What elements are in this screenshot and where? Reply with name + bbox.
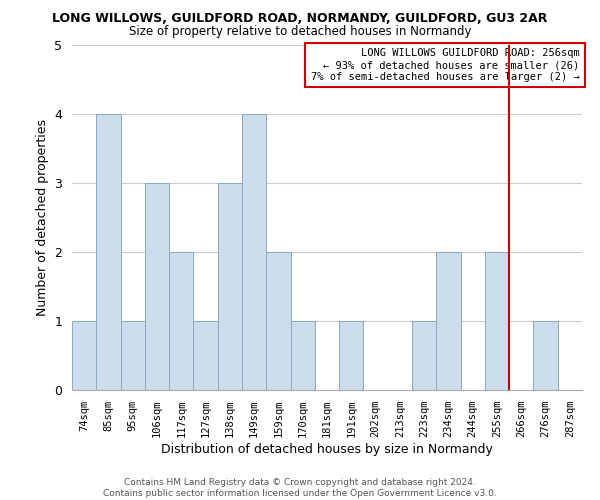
Text: LONG WILLOWS GUILDFORD ROAD: 256sqm
← 93% of detached houses are smaller (26)
7%: LONG WILLOWS GUILDFORD ROAD: 256sqm ← 93… xyxy=(311,48,580,82)
Text: Size of property relative to detached houses in Normandy: Size of property relative to detached ho… xyxy=(129,25,471,38)
Bar xyxy=(436,252,461,390)
Bar xyxy=(266,252,290,390)
Bar xyxy=(242,114,266,390)
Bar xyxy=(145,183,169,390)
Bar xyxy=(96,114,121,390)
Bar xyxy=(485,252,509,390)
Bar xyxy=(193,321,218,390)
Bar xyxy=(412,321,436,390)
Bar xyxy=(290,321,315,390)
Text: LONG WILLOWS, GUILDFORD ROAD, NORMANDY, GUILDFORD, GU3 2AR: LONG WILLOWS, GUILDFORD ROAD, NORMANDY, … xyxy=(52,12,548,26)
Bar xyxy=(169,252,193,390)
Bar xyxy=(121,321,145,390)
Y-axis label: Number of detached properties: Number of detached properties xyxy=(36,119,49,316)
Bar xyxy=(533,321,558,390)
Bar xyxy=(218,183,242,390)
Text: Contains HM Land Registry data © Crown copyright and database right 2024.
Contai: Contains HM Land Registry data © Crown c… xyxy=(103,478,497,498)
X-axis label: Distribution of detached houses by size in Normandy: Distribution of detached houses by size … xyxy=(161,443,493,456)
Bar xyxy=(339,321,364,390)
Bar xyxy=(72,321,96,390)
